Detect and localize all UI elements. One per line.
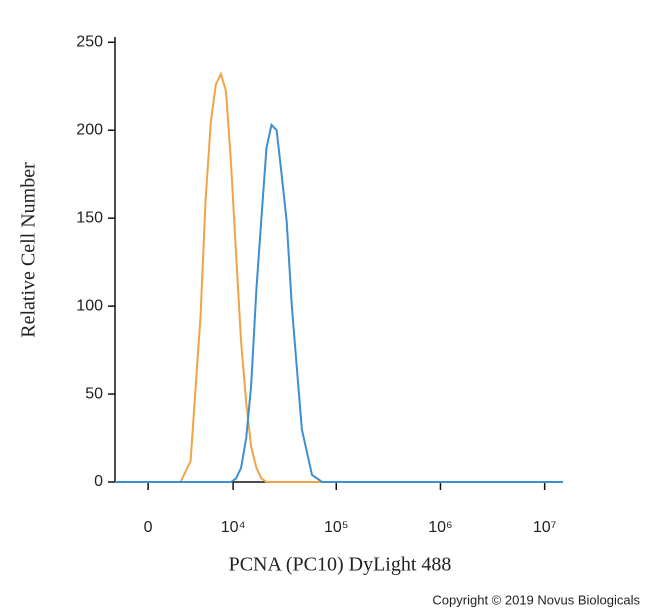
histogram-line	[115, 122, 563, 483]
y-tick-label: 0	[94, 473, 103, 490]
x-tick-label: 10⁷	[533, 519, 557, 536]
y-axis-label: Relative Cell Number	[18, 162, 40, 338]
y-tick-label: 250	[76, 33, 103, 50]
x-tick-label: 10⁵	[324, 519, 348, 536]
x-tick-label: 10⁶	[428, 519, 452, 536]
histogram-line	[115, 71, 563, 483]
y-tick-label: 50	[85, 385, 103, 402]
y-tick-label: 200	[76, 121, 103, 138]
x-tick-label: 0	[144, 519, 153, 536]
x-tick-label: 10⁴	[221, 519, 246, 536]
credit: Copyright © 2019 Novus Biologicals	[432, 592, 640, 607]
y-tick-label: 100	[76, 297, 103, 314]
x-axis-label: PCNA (PC10) DyLight 488	[229, 554, 452, 576]
y-tick-label: 150	[76, 209, 103, 226]
